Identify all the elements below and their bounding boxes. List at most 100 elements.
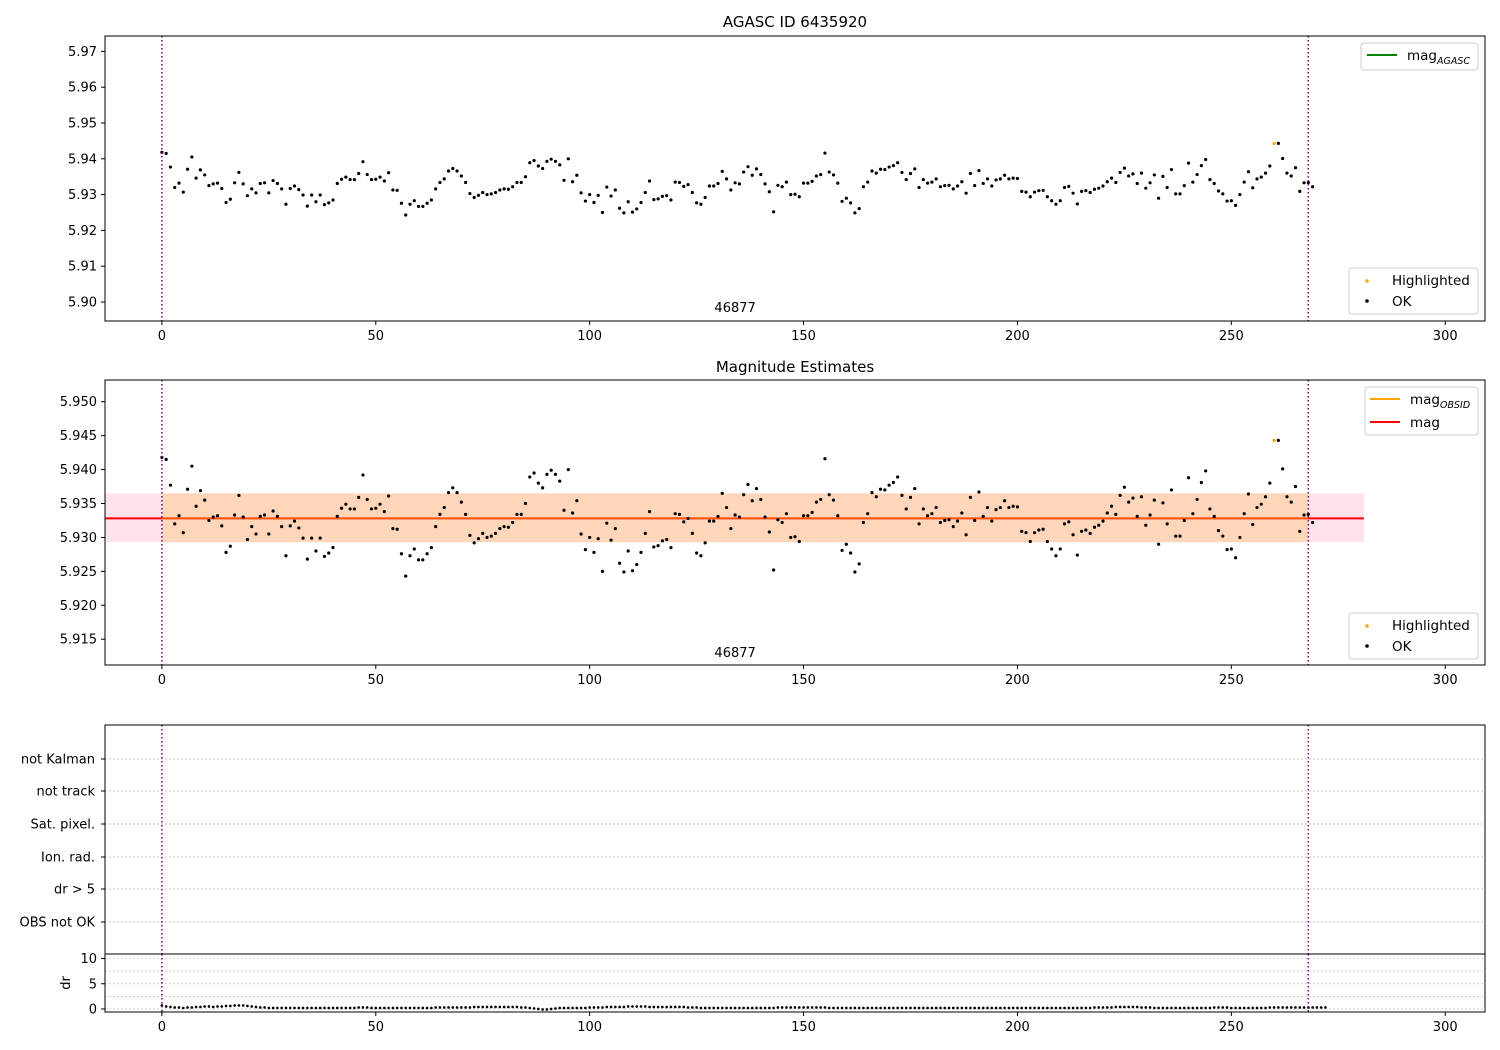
data-point: [254, 532, 258, 536]
dr-point: [391, 1006, 395, 1010]
data-point: [789, 193, 793, 197]
data-point: [592, 200, 596, 205]
data-point: [1204, 157, 1208, 162]
data-point: [468, 191, 472, 196]
data-point: [506, 525, 510, 529]
data-point: [532, 158, 536, 163]
dr-point: [665, 1005, 668, 1009]
data-point: [750, 499, 754, 503]
data-point: [335, 514, 339, 518]
dr-point: [447, 1006, 450, 1009]
data-point: [451, 166, 455, 171]
data-point: [917, 185, 921, 190]
data-point: [857, 562, 861, 566]
data-point: [588, 193, 592, 197]
data-point: [250, 524, 254, 529]
dr-point: [481, 1005, 485, 1009]
data-point: [459, 500, 463, 504]
data-point: [682, 184, 686, 188]
data-point: [934, 505, 938, 510]
dr-point: [417, 1006, 420, 1010]
data-point: [874, 495, 878, 499]
dr-point: [314, 1006, 318, 1010]
data-point: [699, 554, 703, 558]
y-tick-label: 5.930: [60, 531, 97, 546]
dr-point: [477, 1005, 480, 1009]
data-point: [262, 513, 267, 517]
dr-point: [306, 1006, 309, 1010]
dr-point: [164, 1005, 168, 1008]
data-point: [1080, 529, 1084, 533]
dr-point: [562, 1006, 566, 1010]
data-point: [553, 472, 558, 476]
data-point: [1041, 527, 1045, 531]
dr-point: [1264, 1006, 1267, 1010]
dr-point: [485, 1005, 489, 1009]
dr-point: [742, 1006, 745, 1010]
dr-point: [549, 1007, 553, 1011]
dr-point: [793, 1006, 797, 1009]
data-point: [588, 535, 592, 540]
data-point: [211, 182, 215, 186]
dr-point: [284, 1006, 288, 1010]
data-point: [652, 198, 656, 202]
data-point: [1199, 480, 1203, 485]
dr-point: [951, 1006, 955, 1010]
data-point: [549, 157, 553, 161]
dr-point: [1161, 1006, 1165, 1010]
data-point: [429, 546, 433, 550]
dr-point: [1324, 1006, 1327, 1009]
data-point: [1092, 187, 1097, 191]
data-point: [1251, 522, 1255, 527]
data-point: [305, 557, 309, 561]
dr-point: [802, 1006, 805, 1009]
data-point: [660, 539, 664, 543]
data-point: [742, 493, 746, 497]
dr-point: [584, 1006, 587, 1010]
data-point: [703, 541, 707, 545]
data-point: [1020, 189, 1024, 193]
data-point: [968, 495, 972, 499]
dr-point: [318, 1006, 322, 1010]
x-tick-label: 150: [791, 329, 816, 344]
dr-point: [686, 1006, 690, 1009]
data-point: [831, 173, 836, 177]
dr-point: [755, 1006, 758, 1010]
dr-point: [960, 1006, 964, 1010]
data-point: [622, 211, 626, 215]
data-point: [853, 211, 857, 215]
data-point: [519, 512, 523, 516]
y-tick-label: 5.91: [68, 260, 97, 275]
data-point: [489, 192, 493, 196]
dr-point: [374, 1006, 378, 1010]
dr-point: [853, 1006, 857, 1010]
dr-point: [1204, 1006, 1207, 1010]
data-point: [810, 179, 814, 183]
dr-point: [1277, 1006, 1280, 1009]
dr-point: [738, 1006, 741, 1010]
data-point: [168, 483, 173, 487]
data-point: [387, 171, 391, 175]
data-point: [908, 495, 913, 499]
y-tick-label: 5.95: [68, 117, 97, 132]
dr-point: [1088, 1006, 1092, 1010]
data-point: [955, 184, 960, 188]
data-point: [930, 512, 934, 516]
data-point: [746, 482, 750, 487]
data-point: [801, 181, 806, 185]
dr-point: [1097, 1006, 1101, 1009]
data-point: [1263, 171, 1268, 175]
dr-point: [772, 1006, 775, 1010]
data-point: [896, 475, 900, 479]
dr-point: [1247, 1006, 1250, 1010]
data-point: [973, 518, 977, 523]
data-point: [716, 181, 720, 186]
dr-point: [254, 1005, 258, 1009]
dr-point: [194, 1005, 198, 1009]
data-point: [1067, 520, 1071, 524]
dr-point: [370, 1006, 373, 1010]
x-axis: 0 50 100 150 200 250 300: [158, 1012, 1458, 1035]
dr-point: [1289, 1006, 1293, 1009]
dr-point: [678, 1005, 681, 1009]
data-point: [399, 201, 404, 205]
